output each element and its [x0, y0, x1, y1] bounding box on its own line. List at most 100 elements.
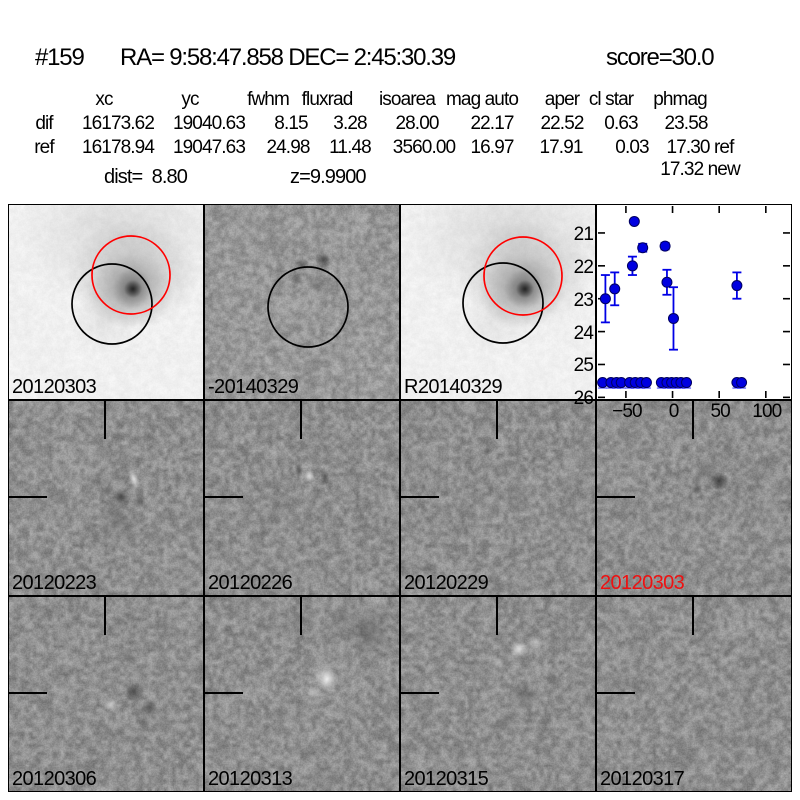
col-header-aper: aper: [544, 89, 580, 110]
position-marker-left-tick: [9, 496, 47, 498]
photometry-point: [736, 377, 748, 389]
ref-mag-auto: 16.97: [470, 137, 514, 158]
ref-fwhm: 24.98: [266, 137, 310, 158]
col-header-fwhm: fwhm: [247, 89, 290, 110]
position-marker-left-tick: [9, 692, 47, 694]
dif-mag-auto: 22.17: [470, 113, 514, 134]
diff-image-canvas: [597, 401, 791, 595]
ref-cl-star: 0.03: [615, 137, 649, 158]
cutout-diff-20120315: 20120315: [400, 596, 596, 792]
diff-image-canvas: [9, 597, 203, 791]
cutout-date-label: R20140329: [404, 376, 503, 398]
y-tick-label: 26: [573, 388, 594, 410]
dif-fwhm: 8.15: [274, 113, 308, 134]
col-header-isoarea: isoarea: [378, 89, 436, 110]
new-image-canvas: [9, 205, 203, 399]
photometry-point: [640, 377, 652, 389]
col-header-mag-auto: mag auto: [445, 89, 519, 110]
diff-image-canvas: [205, 597, 399, 791]
y-tick-label: 25: [573, 355, 594, 377]
cutout-diff-20120223: 20120223: [8, 400, 204, 596]
photometry-point: [599, 293, 611, 305]
position-marker-left-tick: [205, 496, 243, 498]
photometry-point: [731, 280, 743, 292]
photometry-point: [628, 215, 640, 227]
dif-cl-star: 0.63: [604, 113, 638, 134]
dif-xc: 16173.62: [81, 113, 155, 134]
diff-ref-image-canvas: [205, 205, 399, 399]
candidate-score: score=30.0: [606, 44, 715, 71]
y-tick-label: 21: [573, 223, 594, 245]
ref-phmag: 17.30 ref: [666, 137, 735, 158]
cutout-date-label: 20120306: [12, 768, 97, 790]
col-header-fluxrad: fluxrad: [301, 89, 354, 110]
y-tick-label: 23: [573, 289, 594, 311]
y-tick-label: 22: [573, 256, 594, 278]
photometry-point: [661, 276, 673, 288]
col-header-xc: xc: [95, 89, 113, 110]
diff-image-canvas: [9, 401, 203, 595]
position-marker-top-tick: [692, 401, 694, 439]
dif-isoarea: 28.00: [395, 113, 439, 134]
cutout-new-image: 20120303: [8, 204, 204, 400]
photometry-point: [637, 242, 649, 254]
lightcurve-axes: [597, 206, 790, 399]
cutout-date-label: -20140329: [208, 376, 299, 398]
cutout-date-label: 20120229: [404, 572, 489, 594]
cutout-diff-20120226: 20120226: [204, 400, 400, 596]
x-tick-label: 50: [710, 401, 731, 422]
x-tick-label: 0: [668, 401, 680, 422]
candidate-coordinates: RA= 9:58:47.858 DEC= 2:45:30.39: [120, 44, 456, 71]
dif-yc: 19040.63: [172, 113, 246, 134]
y-tick-label: 24: [573, 322, 594, 344]
photometry-point: [667, 312, 679, 324]
cutout-date-label: 20120317: [600, 768, 685, 790]
cutout-diff-20120229: 20120229: [400, 400, 596, 596]
cutout-date-label: 20120303: [12, 376, 97, 398]
position-marker-top-tick: [496, 401, 498, 439]
x-tick-label: −50: [612, 401, 642, 422]
candidate-id: #159: [35, 44, 85, 71]
ref-aper: 17.91: [539, 137, 583, 158]
ref-xc: 16178.94: [81, 137, 155, 158]
cutout-date-label: 20120223: [12, 572, 97, 594]
position-marker-top-tick: [300, 401, 302, 439]
dif-phmag: 23.58: [664, 113, 708, 134]
ref-fluxrad: 11.48: [329, 137, 372, 158]
dif-aper: 22.52: [540, 113, 584, 134]
new-phmag: 17.32 new: [660, 159, 740, 180]
dist-value: dist= 8.80: [104, 166, 188, 188]
cutout-diff-20120303: 20120303: [596, 400, 792, 596]
cutout-reference-image: R20140329: [400, 204, 596, 400]
position-marker-left-tick: [401, 692, 439, 694]
photometry-point: [626, 260, 638, 272]
position-marker-left-tick: [205, 692, 243, 694]
col-header-phmag: phmag: [653, 89, 708, 110]
photometry-point: [681, 377, 693, 389]
diff-image-canvas: [401, 401, 595, 595]
lightcurve-plot: −50 0 50 100 21 22 23 24 25 26: [574, 204, 792, 421]
row-label-ref: ref: [34, 137, 54, 158]
position-marker-top-tick: [300, 597, 302, 635]
x-tick-label: 100: [752, 401, 782, 422]
diff-image-canvas: [401, 597, 595, 791]
diff-image-canvas: [597, 597, 791, 791]
position-marker-top-tick: [692, 597, 694, 635]
row-label-dif: dif: [35, 113, 53, 134]
col-header-yc: yc: [181, 89, 199, 110]
ref-isoarea: 3560.00: [392, 137, 456, 158]
cutout-diff-20120313: 20120313: [204, 596, 400, 792]
position-marker-left-tick: [401, 496, 439, 498]
redshift-value: z=9.9900: [290, 166, 367, 188]
position-marker-left-tick: [597, 692, 635, 694]
photometry-point: [609, 283, 621, 295]
ref-yc: 19047.63: [172, 137, 246, 158]
position-marker-top-tick: [104, 401, 106, 439]
position-marker-top-tick: [496, 597, 498, 635]
cutout-date-label: 20120315: [404, 768, 489, 790]
cutout-diff-vs-ref-image: -20140329: [204, 204, 400, 400]
cutout-diff-20120317: 20120317: [596, 596, 792, 792]
cutout-diff-20120306: 20120306: [8, 596, 204, 792]
cutout-grid: 20120303 -20140329 R20140329 −50 0 50 100 21…: [8, 204, 792, 792]
